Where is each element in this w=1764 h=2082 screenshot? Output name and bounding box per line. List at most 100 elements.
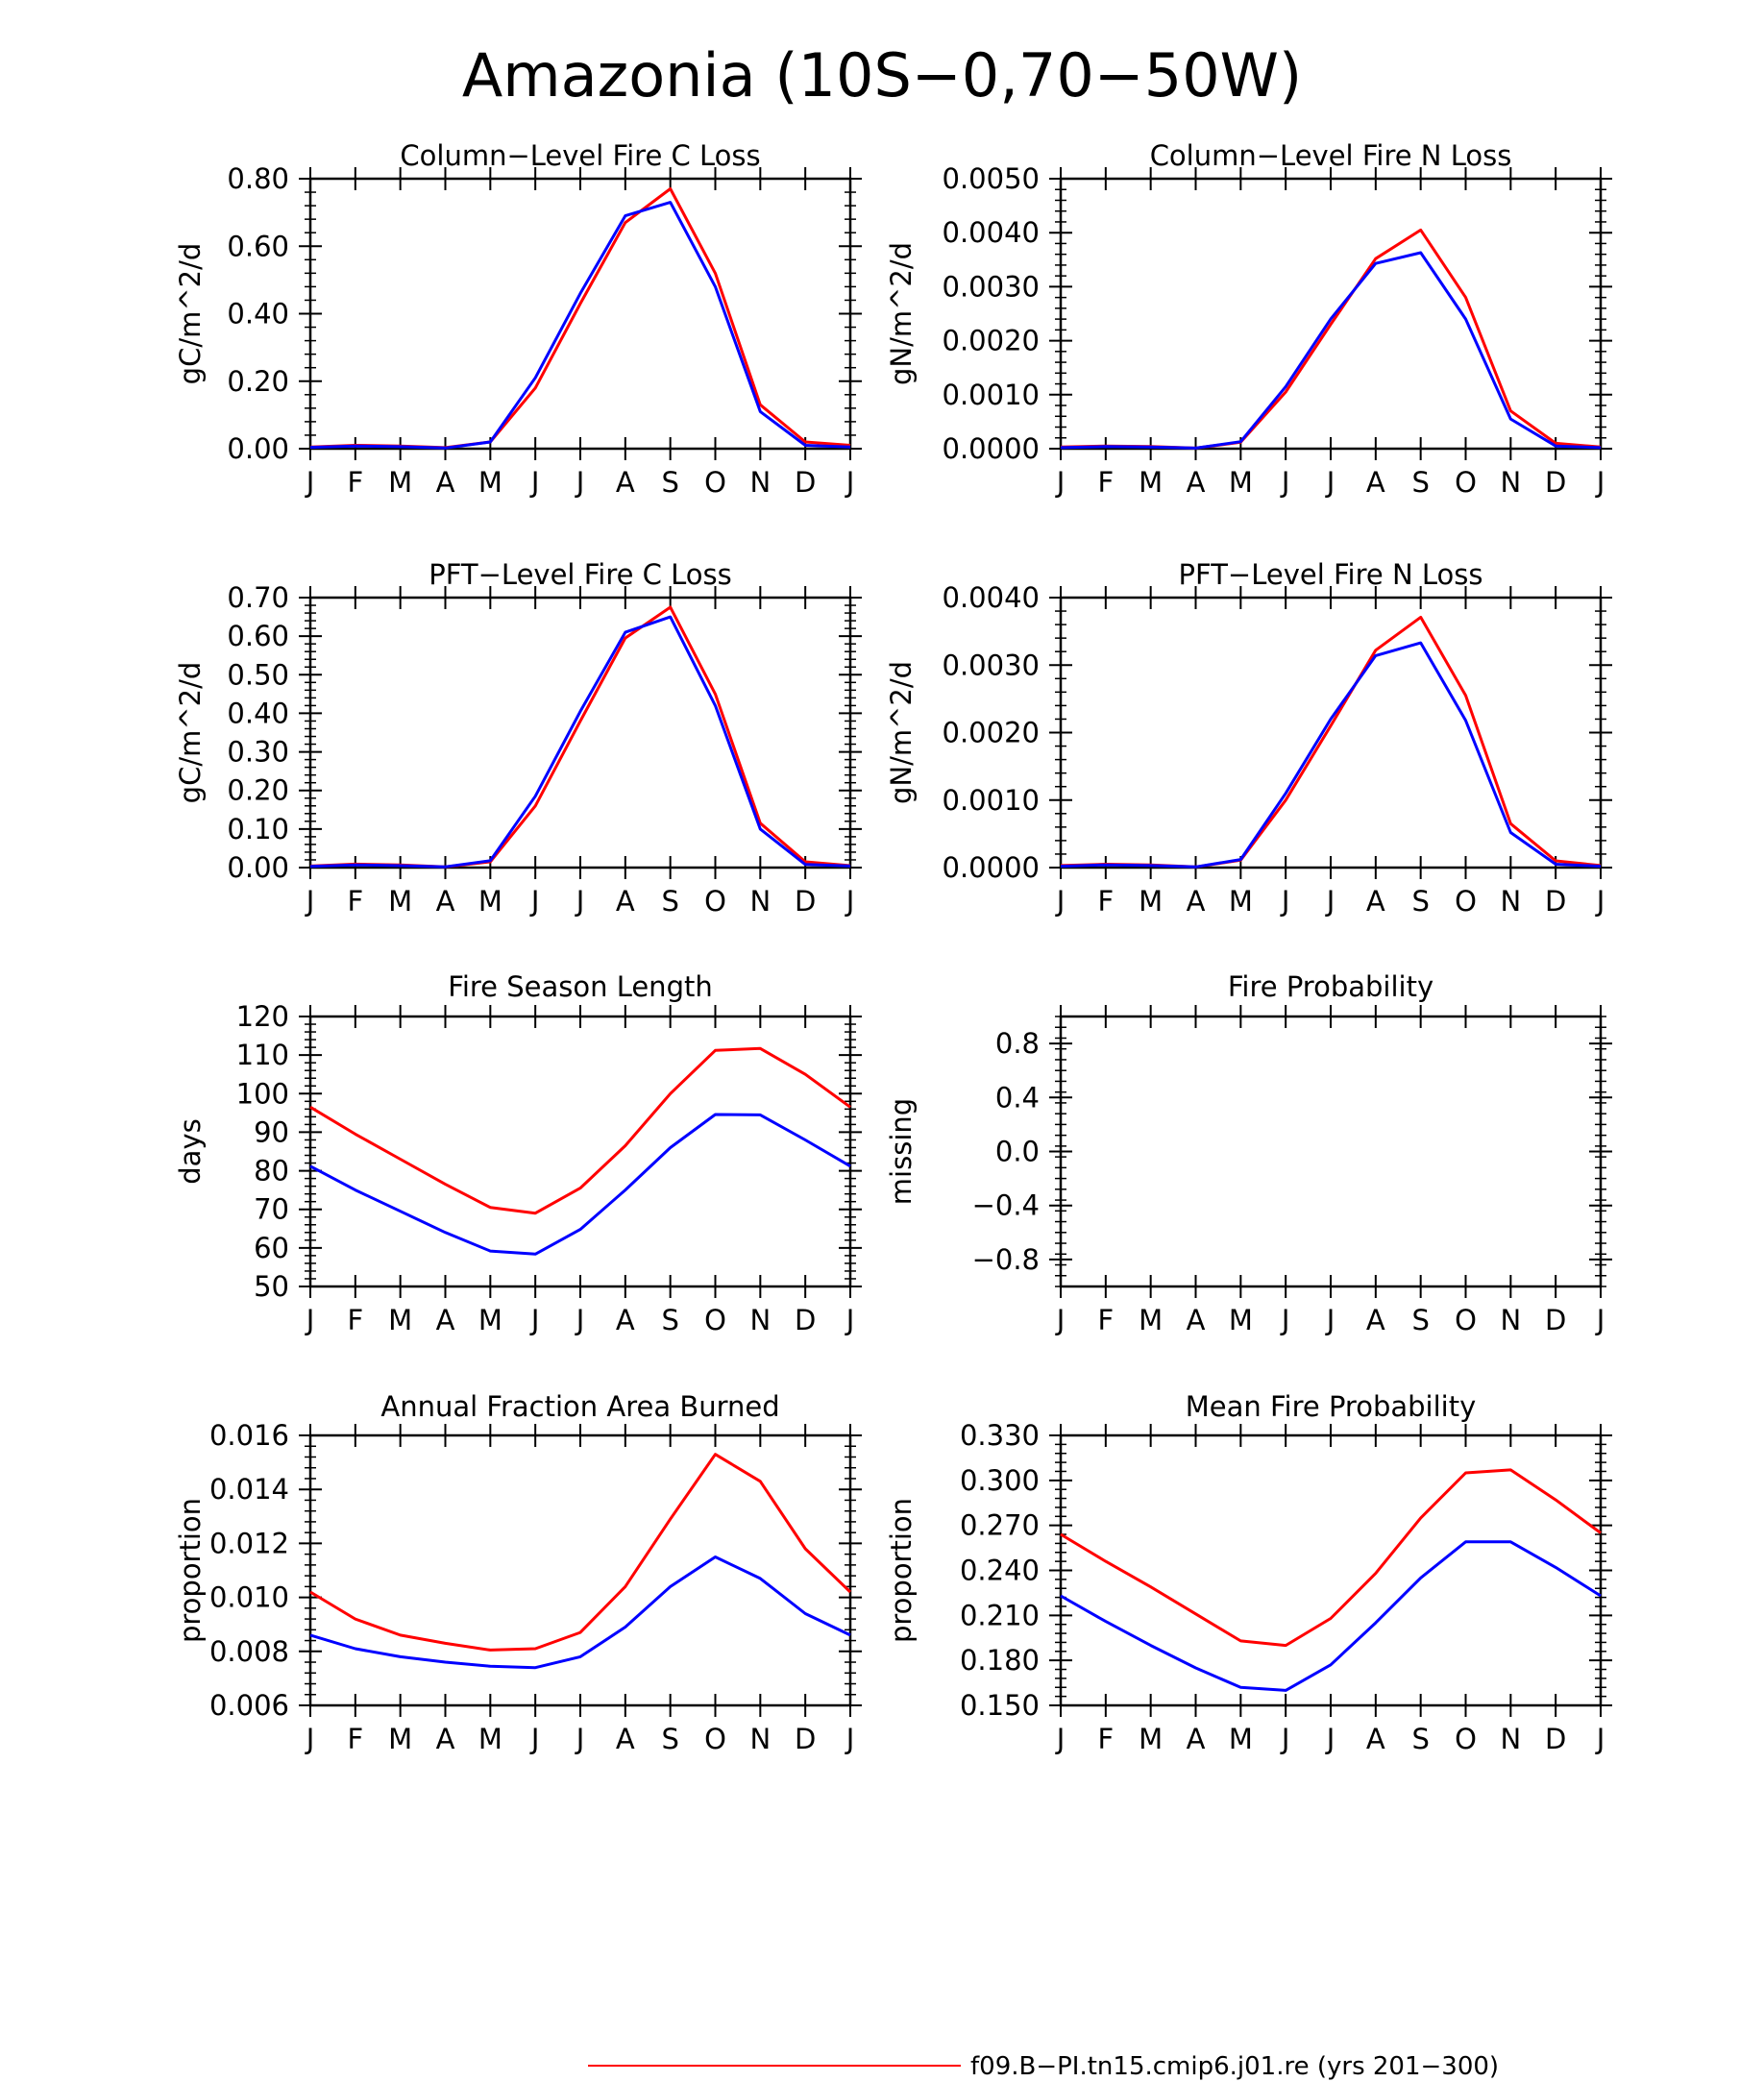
- y-tick-label: 0.150: [960, 1689, 1040, 1722]
- y-tick-label: 0.60: [227, 620, 289, 652]
- x-tick-label: J: [575, 466, 585, 499]
- y-tick-label: 0.20: [227, 774, 289, 807]
- red-series-line: [1060, 1468, 1602, 1648]
- panel-title: Annual Fraction Area Burned: [380, 1390, 779, 1423]
- y-tick-label: 120: [236, 1000, 289, 1033]
- panel-3: PFT−Level Fire C Loss gC/m^2/d 0.00 0.10 0.2…: [174, 558, 862, 918]
- x-tick-label: D: [1545, 1723, 1566, 1755]
- x-tick-label: J: [845, 466, 855, 499]
- y-tick-label: 0.0000: [943, 432, 1040, 465]
- x-tick-label: A: [1187, 466, 1206, 499]
- x-tick-label: J: [305, 885, 315, 918]
- y-tick-label: 0.0050: [943, 162, 1040, 195]
- y-tick-label: 0.210: [960, 1599, 1040, 1631]
- y-tick-label: 0.0020: [943, 717, 1040, 749]
- x-tick-label: S: [661, 885, 678, 918]
- x-tick-label: J: [1595, 1304, 1605, 1336]
- y-tick-label: 80: [254, 1155, 289, 1188]
- red-series-line: [309, 1453, 852, 1652]
- x-tick-label: O: [1455, 1304, 1477, 1336]
- blue-series-line: [309, 1555, 851, 1670]
- y-tick-label: 0.00: [227, 432, 289, 465]
- y-axis-label: proportion: [885, 1498, 918, 1643]
- x-tick-label: M: [478, 1723, 502, 1755]
- x-tick-label: A: [1366, 466, 1385, 499]
- x-tick-label: J: [529, 1304, 540, 1336]
- x-tick-label: A: [616, 1304, 635, 1336]
- x-tick-label: S: [661, 466, 678, 499]
- x-tick-label: F: [1097, 1304, 1114, 1336]
- y-tick-label: 0.300: [960, 1464, 1040, 1497]
- x-tick-label: D: [795, 1304, 816, 1336]
- plot-frame: [1059, 177, 1603, 451]
- panel-title: Column−Level Fire N Loss: [1150, 139, 1512, 172]
- x-tick-label: S: [1411, 466, 1429, 499]
- y-tick-label: 0.0040: [943, 216, 1040, 249]
- legend: f09.B−PI.tn15.cmip6.j01.re (yrs 201−300): [588, 2052, 1499, 2081]
- red-series-line: [309, 605, 851, 869]
- blue-series-line: [309, 615, 851, 869]
- x-tick-label: F: [347, 1304, 363, 1336]
- y-tick-label: 0.80: [227, 162, 289, 195]
- y-tick-label: 0.330: [960, 1419, 1040, 1452]
- x-tick-label: M: [1229, 1723, 1253, 1755]
- panel-7: Annual Fraction Area Burnedproportion0.0…: [174, 1390, 862, 1755]
- x-tick-label: A: [616, 885, 635, 918]
- plot-frame: [308, 1015, 852, 1288]
- x-tick-label: J: [1280, 1304, 1290, 1336]
- x-tick-label: A: [616, 466, 635, 499]
- x-tick-label: S: [661, 1304, 678, 1336]
- x-tick-label: F: [347, 1723, 363, 1755]
- x-tick-label: A: [1366, 885, 1385, 918]
- x-tick-label: M: [1229, 466, 1253, 499]
- y-tick-label: 0.0000: [943, 851, 1040, 884]
- y-tick-label: 0.40: [227, 697, 289, 729]
- x-tick-label: A: [436, 466, 455, 499]
- panels: Column−Level Fire C Loss gC/m^2/d 0.00 0.20…: [174, 139, 1612, 1755]
- x-tick-label: J: [845, 885, 855, 918]
- blue-series-line: [309, 201, 851, 450]
- y-tick-label: 100: [236, 1077, 289, 1110]
- x-tick-label: J: [1595, 466, 1605, 499]
- x-tick-label: O: [704, 1304, 726, 1336]
- red-series-line: [309, 1046, 851, 1215]
- panel-4: PFT−Level Fire N Loss gN/m^2/d 0.0000 0.001…: [885, 558, 1612, 918]
- y-tick-label: 90: [254, 1115, 289, 1148]
- x-tick-label: M: [478, 1304, 502, 1336]
- x-tick-label: J: [1325, 466, 1335, 499]
- x-tick-label: J: [575, 1304, 585, 1336]
- y-tick-label: 0.00: [227, 851, 289, 884]
- x-tick-label: M: [1139, 1304, 1163, 1336]
- panel-6: Fire Probability missing −0.8 −0.4 0.0 0.4 0.8…: [885, 970, 1612, 1336]
- y-tick-label: 0.8: [995, 1027, 1040, 1060]
- y-tick-label: −0.8: [972, 1243, 1040, 1276]
- panel-title: Column−Level Fire C Loss: [400, 139, 760, 172]
- x-tick-label: N: [749, 466, 771, 499]
- x-tick-label: A: [436, 1723, 455, 1755]
- y-tick-label: 0.60: [227, 230, 289, 262]
- y-tick-label: 0.0030: [943, 270, 1040, 303]
- x-tick-label: D: [795, 885, 816, 918]
- x-tick-label: O: [1455, 466, 1477, 499]
- x-tick-label: J: [305, 466, 315, 499]
- y-tick-label: 0.0: [995, 1136, 1040, 1168]
- x-tick-label: J: [305, 1723, 315, 1755]
- x-tick-label: J: [1280, 1723, 1290, 1755]
- y-tick-label: 0.014: [209, 1473, 289, 1506]
- y-tick-label: 110: [236, 1039, 289, 1071]
- y-tick-label: 50: [254, 1270, 289, 1303]
- x-tick-label: J: [1280, 885, 1290, 918]
- y-tick-label: 0.008: [209, 1635, 289, 1668]
- x-tick-label: S: [1411, 885, 1429, 918]
- red-series-line: [1060, 228, 1602, 450]
- blue-series-line: [1060, 1540, 1602, 1692]
- x-tick-label: J: [1055, 466, 1066, 499]
- y-tick-label: 0.270: [960, 1509, 1040, 1542]
- x-tick-label: D: [1545, 466, 1566, 499]
- plot-frame: [1059, 1015, 1603, 1288]
- y-tick-label: 0.30: [227, 736, 289, 769]
- red-series-line: [309, 187, 851, 450]
- x-tick-label: M: [478, 466, 502, 499]
- x-tick-label: S: [1411, 1304, 1429, 1336]
- plot-frame: [308, 177, 852, 451]
